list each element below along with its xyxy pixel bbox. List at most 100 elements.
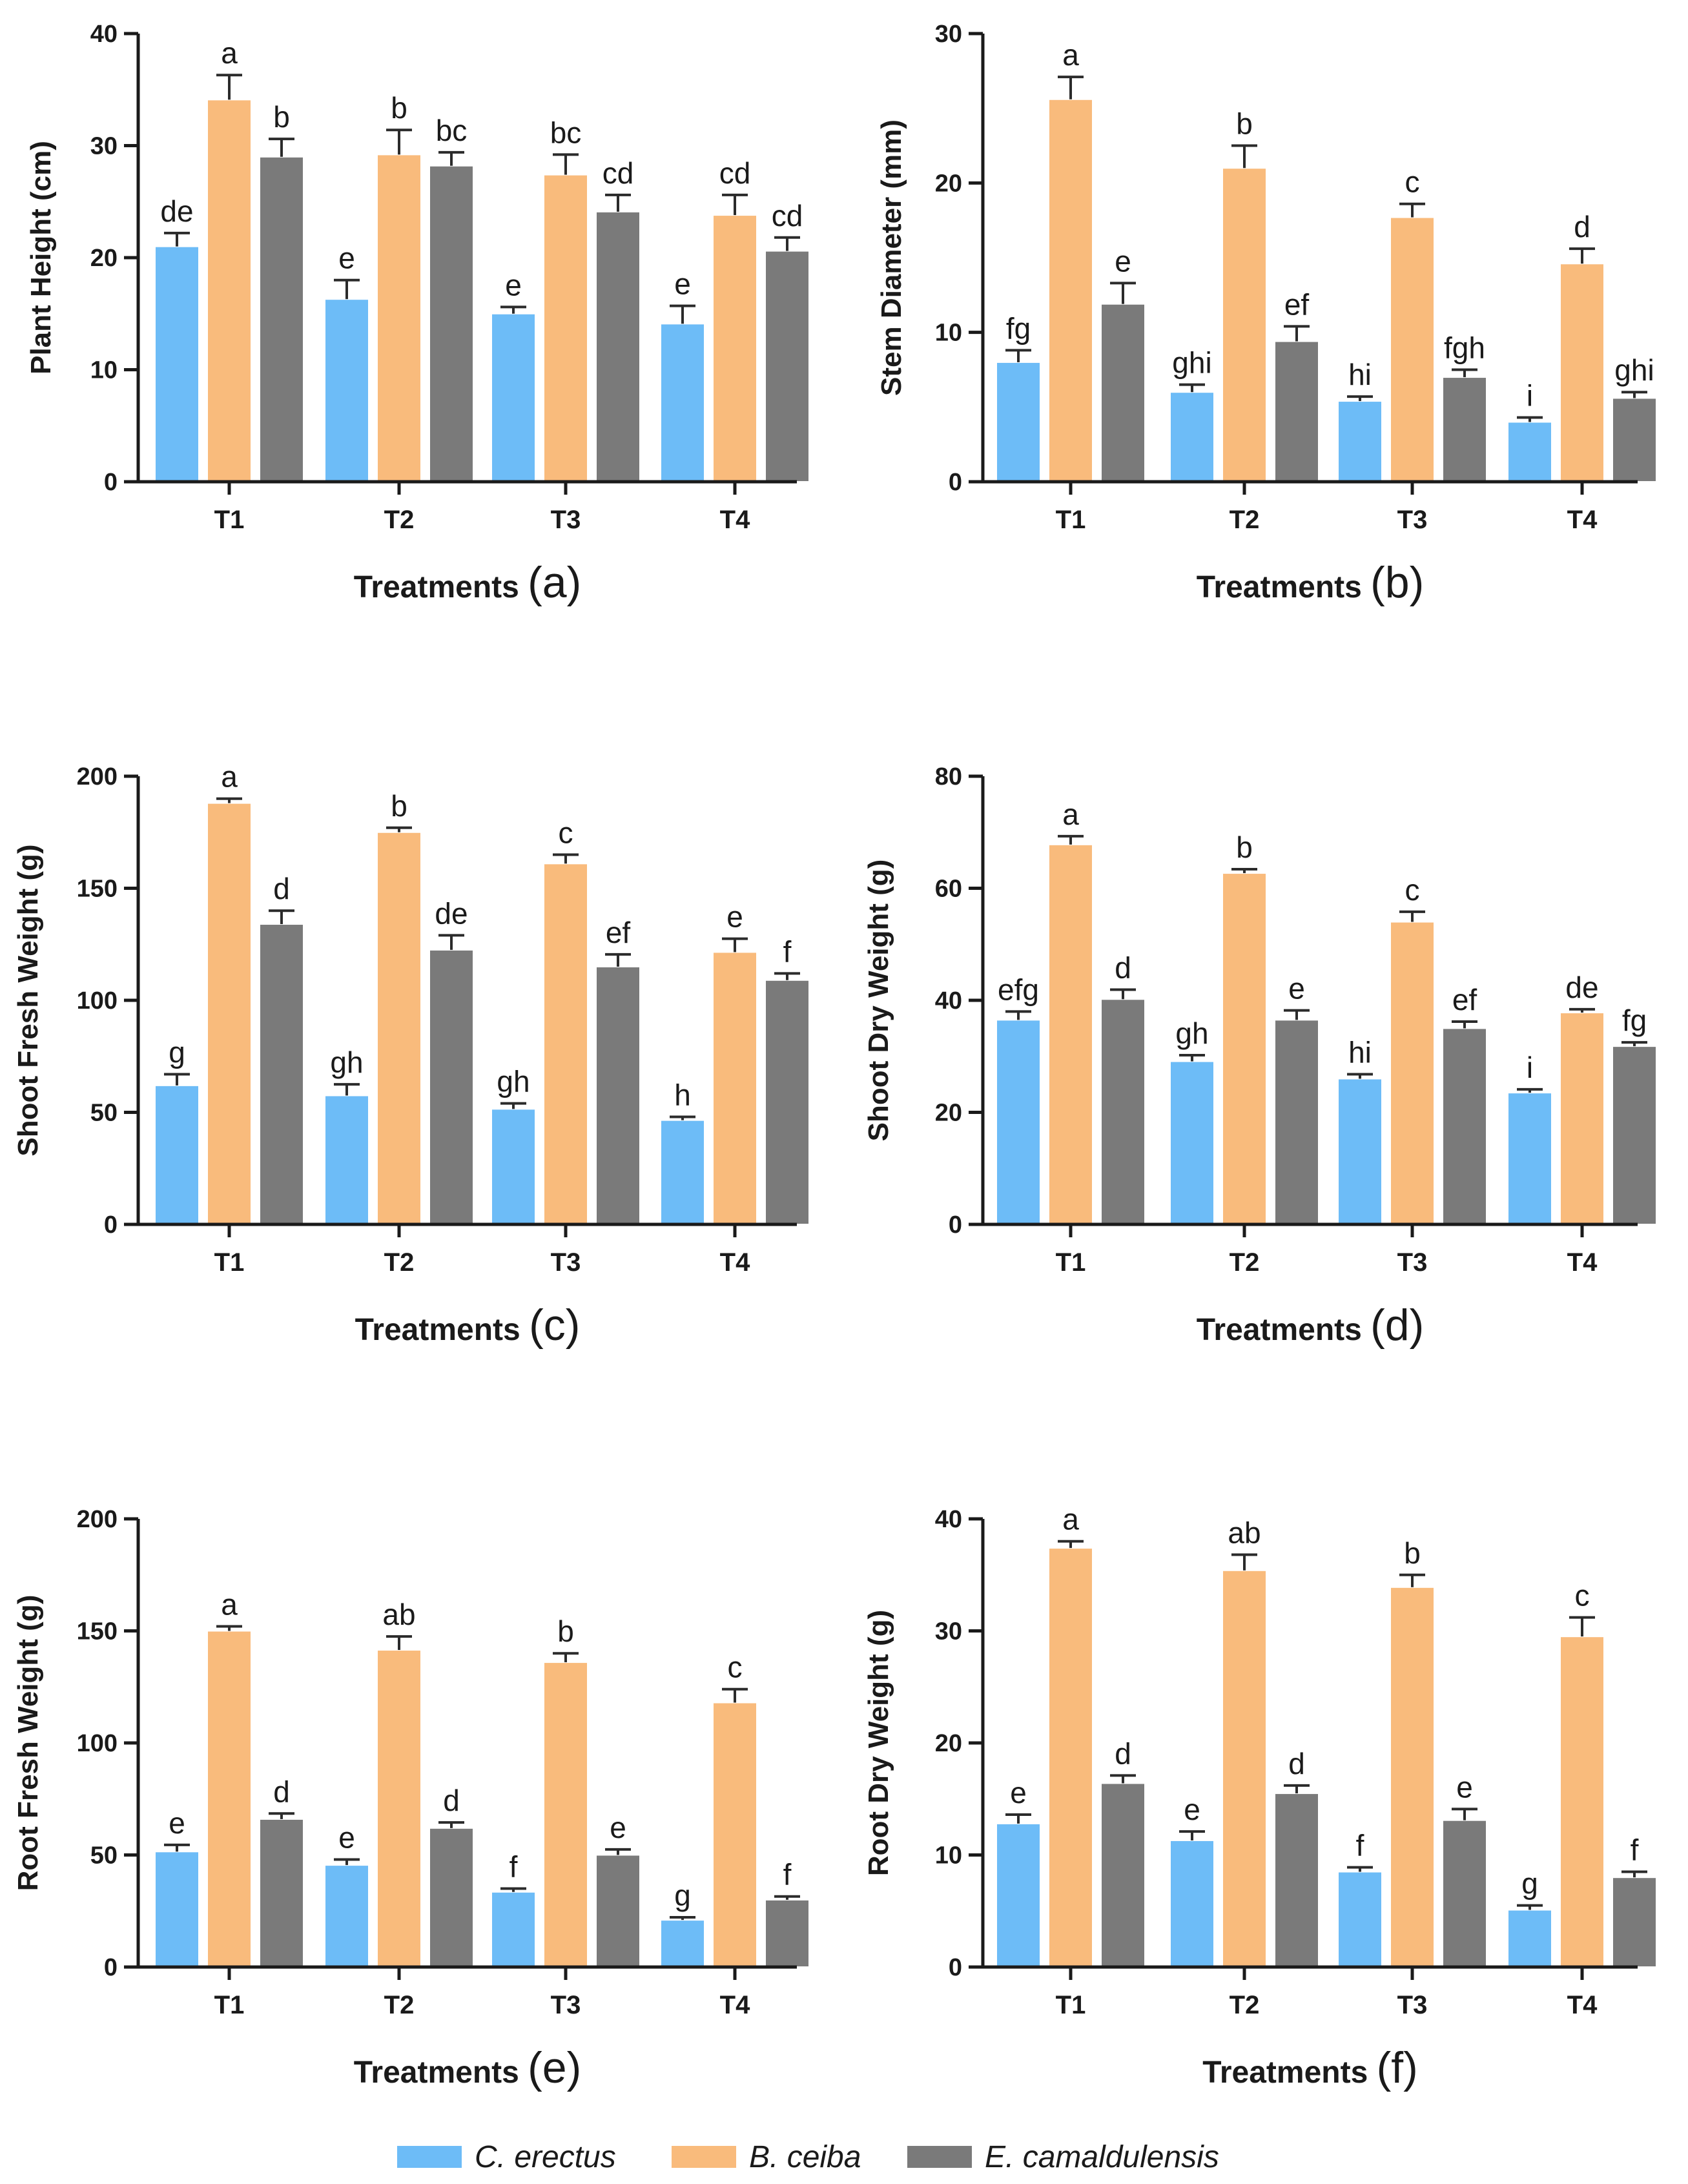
significance-letter: a: [1062, 798, 1079, 831]
y-tick-label: 100: [77, 987, 118, 1015]
bar: [1337, 400, 1383, 483]
significance-letter: e: [338, 1820, 355, 1854]
significance-letter: b: [391, 789, 407, 823]
significance-letter: f: [783, 1858, 792, 1891]
bar: [996, 361, 1041, 483]
bar: [595, 965, 641, 1225]
bar: [1390, 1586, 1435, 1968]
x-tick-label: T3: [551, 1248, 581, 1277]
significance-letter: g: [674, 1879, 691, 1912]
significance-letter: a: [221, 1588, 238, 1622]
bar: [324, 1095, 369, 1225]
bar: [1100, 1782, 1146, 1968]
bar: [429, 1827, 474, 1968]
x-axis-title: Treatments: [1197, 570, 1370, 604]
bar: [1507, 1909, 1552, 1968]
significance-letter: de: [160, 194, 193, 228]
x-axis-label: Treatments (a): [354, 558, 582, 607]
x-tick-label: T3: [551, 506, 581, 534]
bar: [1337, 1078, 1383, 1225]
significance-letter: ghi: [1172, 346, 1211, 380]
x-axis-label: Treatments (b): [1197, 558, 1425, 607]
bar: [660, 323, 705, 482]
x-tick-label: T3: [1397, 1991, 1428, 2019]
x-tick-label: T2: [384, 506, 415, 534]
significance-letter: g: [169, 1036, 185, 1069]
legend-label: C. erectus: [475, 2140, 616, 2174]
significance-letter: gh: [1175, 1016, 1208, 1050]
bar: [1612, 1046, 1657, 1225]
y-tick-label: 0: [949, 469, 962, 496]
bar: [1048, 98, 1093, 482]
bar: [595, 1854, 641, 1968]
bar: [765, 250, 810, 482]
significance-letter: f: [509, 1850, 518, 1884]
bar: [154, 245, 200, 482]
bar: [429, 949, 474, 1226]
significance-letter: f: [1356, 1829, 1364, 1862]
significance-letter: fg: [1622, 1004, 1647, 1037]
x-tick-label: T3: [1397, 1248, 1428, 1277]
y-tick-label: 150: [77, 1618, 118, 1645]
bar: [1100, 303, 1146, 482]
y-tick-label: 40: [935, 987, 962, 1015]
y-tick-label: 10: [935, 1842, 962, 1870]
x-axis-title: Treatments: [1202, 2055, 1376, 2090]
y-tick-label: 20: [935, 170, 962, 197]
x-tick-label: T4: [720, 1248, 750, 1277]
x-tick-label: T1: [1056, 506, 1086, 534]
x-tick-label: T2: [1230, 506, 1260, 534]
bar: [1274, 1793, 1319, 1968]
x-tick-label: T4: [720, 506, 750, 534]
panel-letter: (b): [1370, 558, 1424, 607]
y-tick-label: 0: [104, 1954, 118, 1981]
bar: [1559, 1012, 1605, 1225]
significance-letter: c: [559, 816, 573, 849]
y-tick-label: 20: [935, 1100, 962, 1127]
bar: [1559, 263, 1605, 482]
bar: [1222, 167, 1267, 482]
significance-letter: e: [726, 900, 743, 934]
chart-panel-3: g gh gh h a b c e d de ef f 0 50 100 150 200 T1 T2 T3 T4 Shoo…: [12, 760, 810, 1350]
y-tick-label: 100: [77, 1730, 118, 1757]
bar: [1442, 1027, 1487, 1225]
significance-letter: e: [1115, 244, 1131, 278]
significance-letter: d: [1574, 210, 1590, 243]
chart-panel-6: e e f g a ab b c d d e f 0 10 20 30 40 T1 T2 T3 T4 Root Dry W…: [863, 1503, 1657, 2092]
bar: [207, 1630, 252, 1968]
y-tick-label: 50: [90, 1100, 118, 1127]
bar: [154, 1084, 200, 1225]
y-tick-label: 10: [90, 357, 118, 384]
significance-letter: b: [391, 91, 407, 125]
significance-letter: e: [1456, 1770, 1473, 1804]
y-axis-label: Shoot Dry Weight (g): [863, 860, 894, 1142]
x-axis-title: Treatments: [354, 2055, 528, 2090]
bar: [660, 1119, 705, 1226]
bar: [996, 1822, 1041, 1968]
bar: [376, 1649, 422, 1968]
significance-letter: d: [1115, 1736, 1131, 1770]
significance-letter: bc: [550, 116, 582, 149]
bar: [1559, 1636, 1605, 1968]
panel-letter: (c): [529, 1301, 580, 1350]
y-axis-label: Stem Diameter (mm): [876, 119, 907, 396]
bar: [491, 1891, 536, 1968]
x-tick-label: T3: [1397, 506, 1428, 534]
significance-letter: fg: [1006, 311, 1031, 345]
bar: [1612, 397, 1657, 482]
significance-letter: d: [273, 872, 290, 905]
significance-letter: e: [674, 267, 691, 301]
significance-letter: b: [557, 1614, 574, 1648]
bar: [543, 1662, 588, 1968]
y-tick-label: 30: [935, 1618, 962, 1645]
y-axis-label: Root Fresh Weight (g): [12, 1595, 44, 1891]
bar: [712, 1702, 757, 1968]
bar: [712, 214, 757, 482]
significance-letter: a: [221, 36, 238, 70]
significance-letter: b: [1236, 830, 1253, 864]
panel-letter: (e): [528, 2043, 581, 2092]
bar: [660, 1919, 705, 1968]
legend-swatch: [397, 2146, 462, 2168]
